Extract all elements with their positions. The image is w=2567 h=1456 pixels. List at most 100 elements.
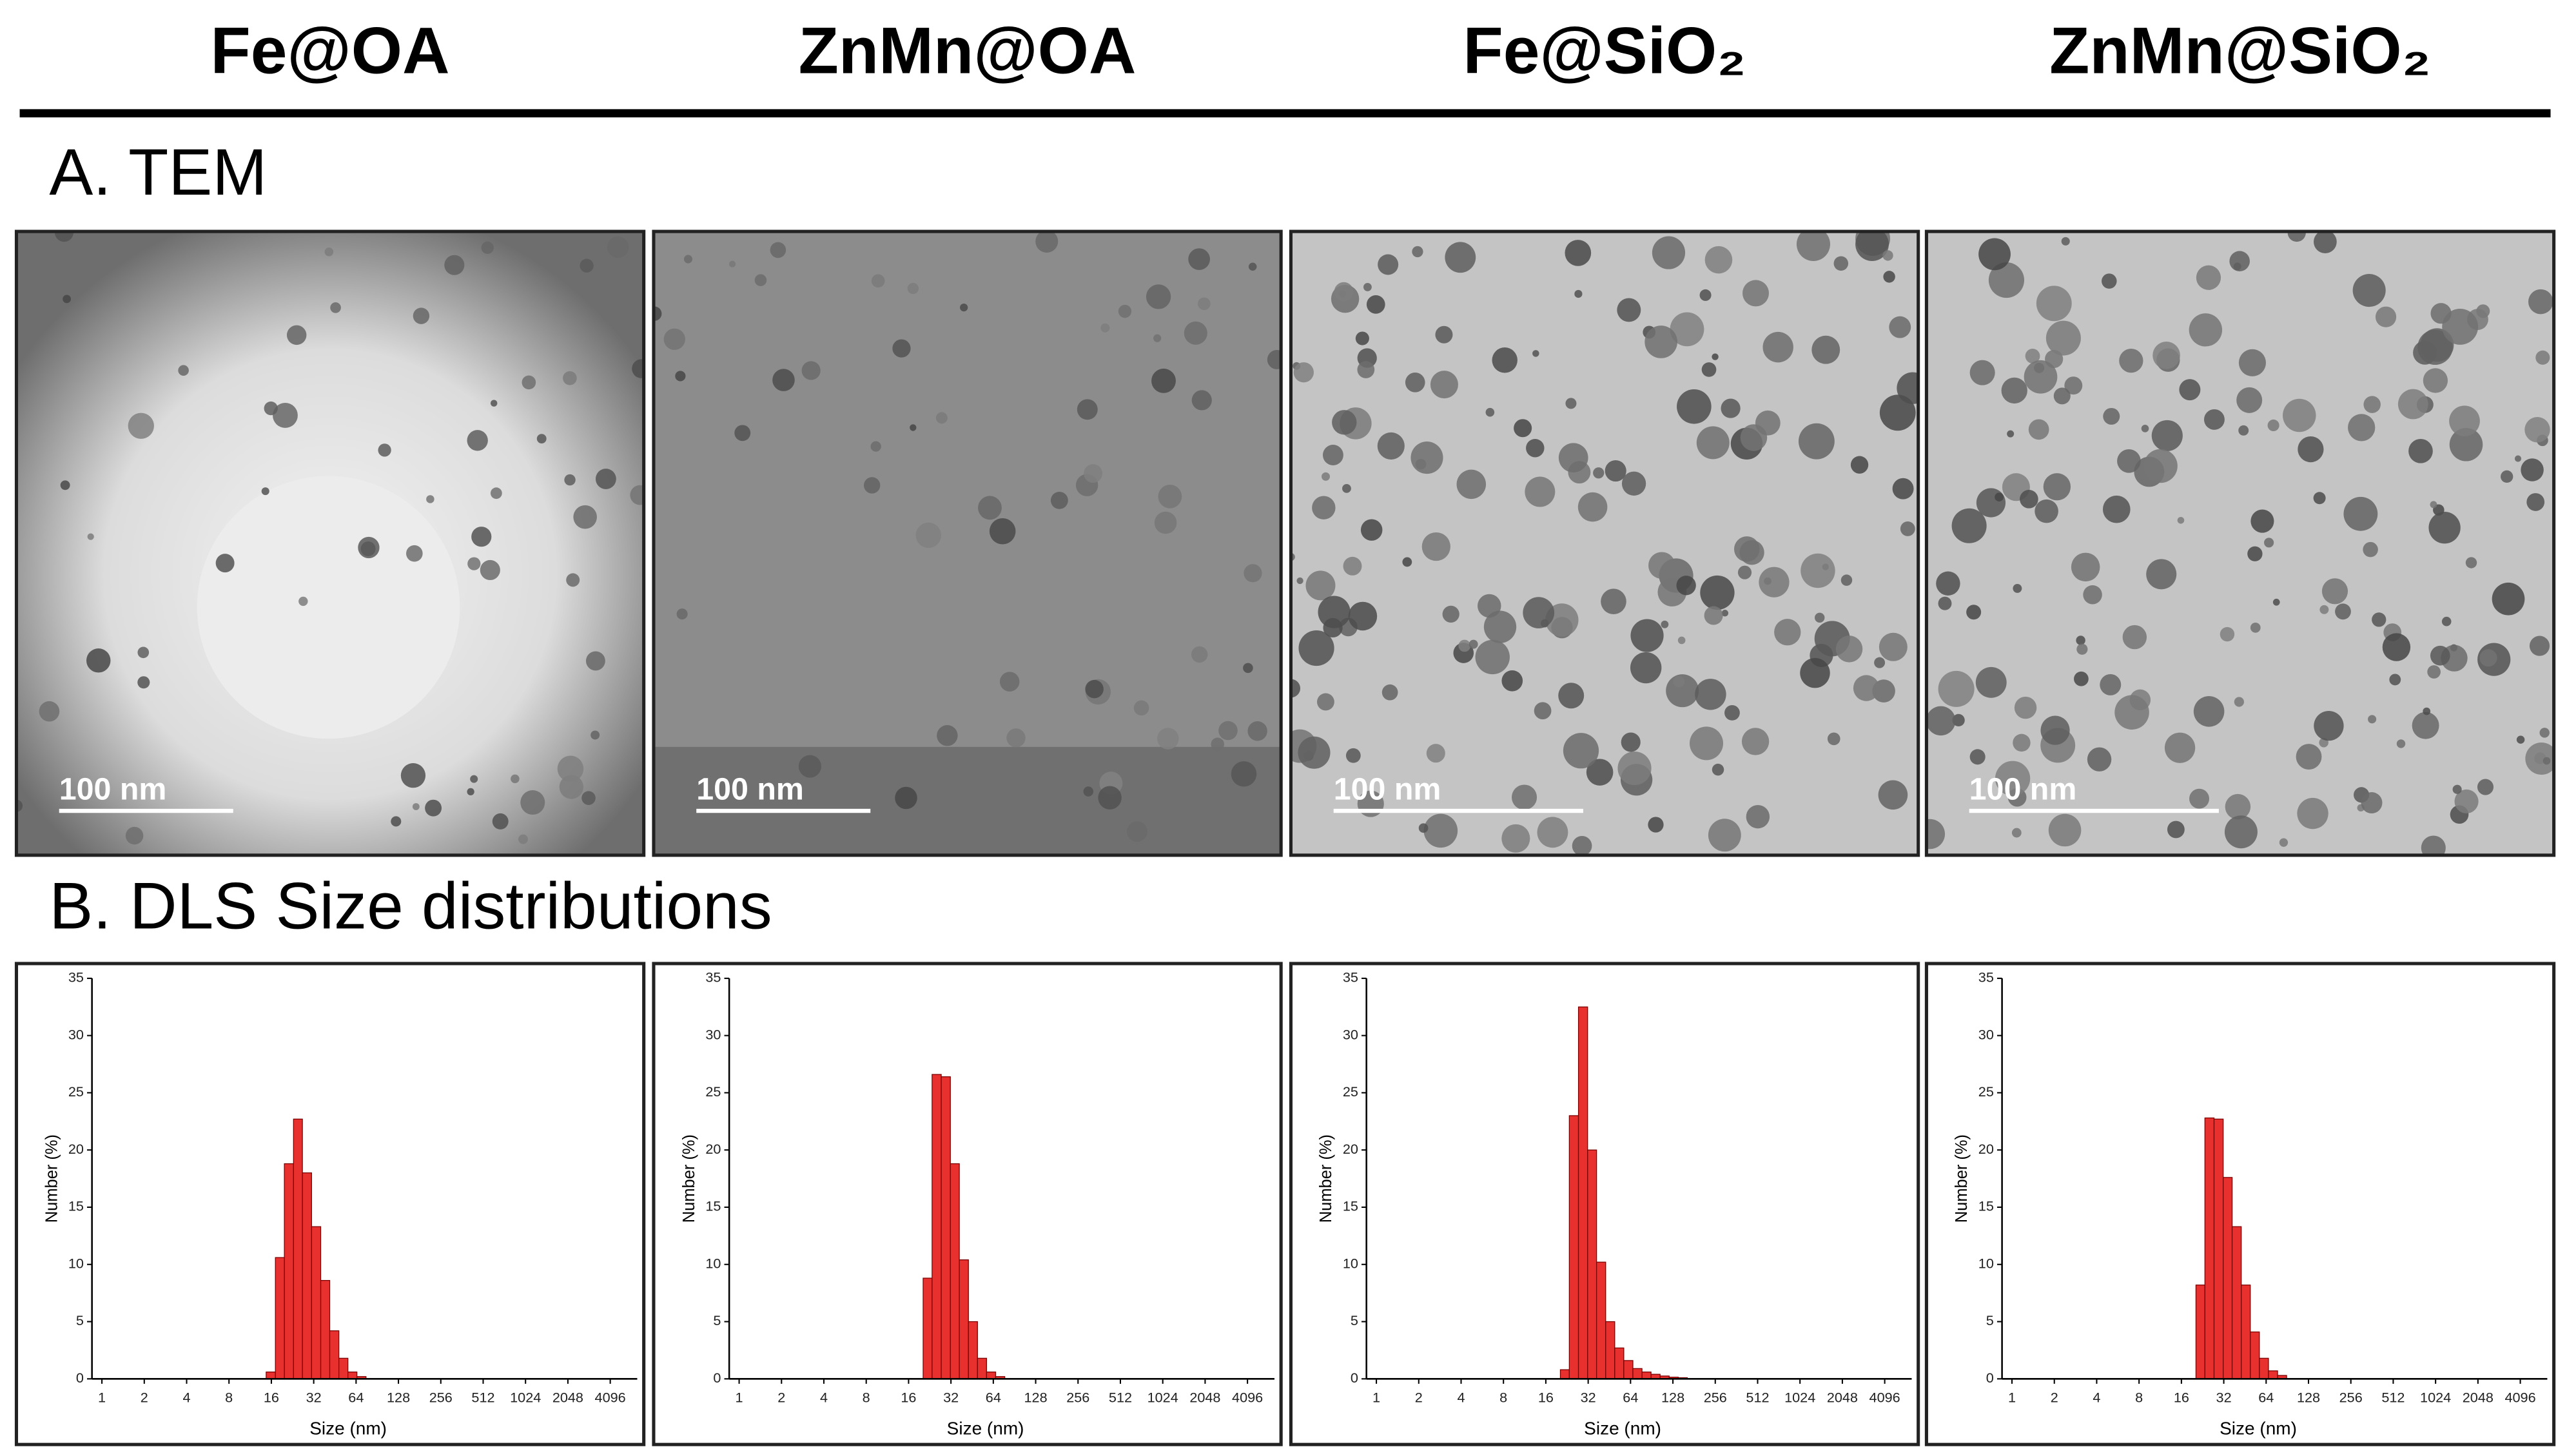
x-tick-label: 128 [387,1390,410,1406]
column-title: ZnMn@SiO₂ [2049,14,2431,88]
bar [1568,1115,1579,1379]
tem-particle [511,774,520,784]
tem-particle [663,328,685,350]
tem-particle [676,608,688,620]
tem-particle [2514,455,2522,462]
x-tick-label: 4 [182,1390,190,1406]
tem-particle [1305,570,1336,601]
tem-particle [2225,793,2251,820]
tem-particle [1537,817,1568,848]
tem-particle [444,255,465,275]
tem-particle [2449,428,2483,461]
bar [311,1226,322,1379]
y-tick-label: 5 [1351,1312,1358,1328]
tem-particle [1617,751,1652,786]
tem-particle [2412,712,2439,739]
tem-particle [1969,360,1995,385]
tem-particle [1085,679,1104,699]
tem-particle [1621,732,1641,752]
tem-particle [1426,744,1445,763]
tem-particle [2045,320,2081,356]
tem-particle [754,274,767,286]
tem-particle [1988,262,2024,298]
tem-particle [2035,499,2058,523]
bar [2259,1357,2269,1379]
tem-particle [1525,476,1556,507]
tem-particle [1191,390,1212,411]
tem-particle [2516,735,2525,744]
tem-particle [1995,761,2031,796]
tem-particle [1712,353,1719,360]
tem-particle [2220,626,2235,642]
tem-particle [907,282,919,295]
tem-particle [2076,636,2085,645]
tem-particle [1741,728,1770,755]
tem-particle [1298,630,1334,666]
tem-particle [137,646,150,659]
y-tick-label: 10 [705,1255,721,1271]
x-tick-label: 8 [2135,1390,2143,1406]
tem-particle [1267,350,1282,369]
tem-particle [471,527,492,547]
tem-particle [2238,425,2249,436]
tem-particle [895,786,917,810]
tem-particle [1800,657,1830,688]
tem-particle [1343,556,1362,576]
tem-particle [2196,265,2221,290]
tem-particle [2151,420,2183,451]
tem-particle [518,834,528,844]
y-tick-label: 30 [1978,1026,1994,1042]
tem-particle [2250,509,2274,533]
tem-particle [1855,231,1889,261]
tem-particle [892,339,911,358]
tem-particle [137,676,150,689]
y-tick-label: 25 [1343,1083,1358,1100]
tem-particle [2321,578,2348,605]
x-tick-label: 2 [1415,1390,1423,1406]
tem-particle [1158,485,1182,509]
tem-particle [1360,519,1383,541]
tem-particle [573,505,597,529]
tem-particle [1721,610,1729,617]
x-tick-label: 8 [225,1390,233,1406]
tem-particle [557,755,584,782]
tem-particle [2122,625,2147,650]
bar [1614,1347,1625,1379]
tem-particle [39,701,60,722]
tem-particle [1900,521,1915,536]
tem-particle [2179,379,2201,401]
tem-particle [480,559,500,581]
x-tick-label: 1 [1372,1390,1380,1406]
x-tick-label: 1024 [1784,1390,1815,1406]
bar [2250,1331,2260,1379]
tem-particle [1526,439,1545,458]
tem-particle [125,826,144,845]
tem-particle [1677,636,1686,645]
bar [329,1330,340,1379]
tem-particle [1322,472,1330,481]
tem-particle [2053,387,2071,405]
tem-particle [378,443,391,457]
tem-particle [490,487,502,500]
tem-particle [1975,666,2007,698]
tem-particle [2247,546,2263,561]
tem-particle [1670,312,1704,347]
tem-particle [2528,289,2553,315]
bar [293,1118,303,1379]
tem-particle [2442,309,2479,345]
tem-particle [2028,419,2049,440]
tem-particle [1188,248,1210,270]
tem-particle [2452,784,2462,794]
x-axis-label: Size (nm) [2220,1419,2297,1439]
tem-particle [591,730,600,740]
tem-particle [915,522,942,548]
y-tick-label: 20 [1978,1141,1994,1157]
tem-particle [1357,361,1375,378]
bar [2268,1370,2278,1379]
tem-particle [1699,289,1712,301]
tem-particle [1577,492,1608,522]
tem-particle [2449,405,2480,437]
tem-particle [324,247,334,257]
x-tick-label: 32 [1581,1390,1596,1406]
tem-particle [1835,636,1863,663]
